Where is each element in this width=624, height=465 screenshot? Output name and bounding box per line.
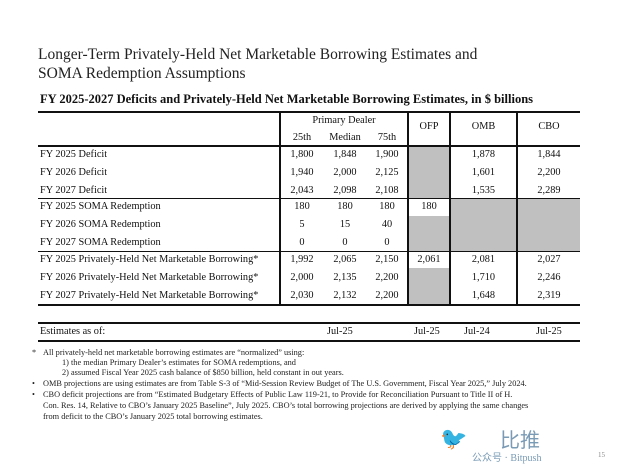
column-divider	[279, 111, 281, 306]
row-label: FY 2027 Privately-Held Net Marketable Bo…	[40, 290, 259, 301]
column-divider	[516, 111, 518, 306]
note-text: 1) the median Primary Dealer’s estimates…	[62, 358, 296, 367]
row-label: FY 2026 SOMA Redemption	[40, 219, 161, 230]
table-cell: 0	[342, 237, 348, 248]
table-cell: 2,132	[333, 290, 357, 301]
rule	[38, 111, 580, 113]
table-cell: 1,848	[333, 149, 357, 160]
note-text: from deficit to the CBO’s January 2025 t…	[43, 412, 263, 421]
table-cell: 5	[299, 219, 305, 230]
table-cell: 40	[381, 219, 393, 230]
column-header: 75th	[377, 132, 397, 143]
column-header: OFP	[419, 121, 439, 132]
table-cell: 2,200	[375, 290, 399, 301]
column-divider	[407, 111, 409, 306]
table-cell: 2,289	[537, 185, 561, 196]
watermark-logo: 比推	[500, 430, 540, 452]
ofp-deficit-shade	[409, 147, 449, 198]
table-cell: 2,319	[537, 290, 561, 301]
rule	[38, 145, 580, 147]
table-cell: 2,200	[375, 272, 399, 283]
table-cell: 2,030	[290, 290, 314, 301]
table-cell: 2,098	[333, 185, 357, 196]
table-cell: 1,844	[537, 149, 561, 160]
estimates-omb: Jul-24	[464, 326, 490, 337]
note-bullet: •	[32, 379, 35, 388]
rule	[38, 322, 580, 324]
column-divider	[449, 111, 451, 306]
column-header: CBO	[538, 121, 560, 132]
table-title: FY 2025-2027 Deficits and Privately-Held…	[40, 92, 534, 106]
estimates-ofp: Jul-25	[414, 326, 440, 337]
table-cell: 1,940	[290, 167, 314, 178]
row-label: FY 2027 SOMA Redemption	[40, 237, 161, 248]
table-cell: 2,000	[333, 167, 357, 178]
row-label: FY 2025 Privately-Held Net Marketable Bo…	[40, 254, 259, 265]
slide-title-line2: SOMA Redemption Assumptions	[38, 65, 246, 82]
rule	[38, 304, 580, 306]
table-cell: 1,900	[375, 149, 399, 160]
rule	[38, 251, 580, 252]
estimates-primary-dealer: Jul-25	[327, 326, 353, 337]
table-cell: 1,800	[290, 149, 314, 160]
ofp-soma-shade	[409, 216, 449, 252]
table-cell: 180	[379, 201, 395, 212]
omb-cbo-soma-shade	[451, 199, 580, 252]
table-cell: 1,878	[471, 149, 496, 160]
watermark-bird-icon: 🐦	[440, 426, 468, 451]
table-cell: 1,601	[471, 167, 496, 178]
table-cell: 1,710	[471, 272, 496, 283]
row-label: FY 2026 Privately-Held Net Marketable Bo…	[40, 272, 259, 283]
note-text: Con. Res. 14, Relative to CBO’s January …	[43, 401, 529, 410]
row-label: FY 2025 Deficit	[40, 149, 108, 160]
table-cell: 2,061	[417, 254, 441, 265]
table-cell: 2,065	[333, 254, 357, 265]
row-label: FY 2026 Deficit	[40, 167, 108, 178]
table-cell: 2,125	[375, 167, 399, 178]
table-cell: 2,081	[471, 254, 496, 265]
row-label: FY 2027 Deficit	[40, 185, 108, 196]
table-cell: 2,000	[290, 272, 314, 283]
table-cell: 1,992	[290, 254, 314, 265]
table-cell: 1,648	[471, 290, 496, 301]
ofp-borrowing-shade	[409, 268, 449, 304]
column-header: Median	[329, 132, 361, 143]
note-text: OMB projections are using estimates are …	[43, 379, 527, 388]
table-cell: 1,535	[471, 185, 496, 196]
watermark-caption: 公众号 · Bitpush	[472, 453, 542, 464]
table-cell: 2,150	[375, 254, 399, 265]
estimates-label: Estimates as of:	[40, 326, 106, 337]
note-text: All privately-held net marketable borrow…	[43, 348, 305, 357]
table-cell: 2,043	[290, 185, 314, 196]
note-bullet: •	[32, 390, 35, 399]
table-cell: 180	[337, 201, 353, 212]
table-cell: 0	[299, 237, 305, 248]
table-cell: 180	[294, 201, 310, 212]
table-cell: 2,200	[537, 167, 561, 178]
table-cell: 15	[339, 219, 351, 230]
note-text: CBO deficit projections are from “Estima…	[43, 390, 513, 399]
table-cell: 2,246	[537, 272, 561, 283]
column-header: OMB	[471, 121, 496, 132]
rule	[38, 198, 580, 199]
column-header: 25th	[292, 132, 312, 143]
table-cell: 2,135	[333, 272, 357, 283]
slide-title-line1: Longer-Term Privately-Held Net Marketabl…	[38, 46, 478, 63]
table-cell: 0	[384, 237, 390, 248]
note-text: 2) assumed Fiscal Year 2025 cash balance…	[62, 368, 344, 377]
table-cell: 180	[421, 201, 437, 212]
primary-dealer-header: Primary Dealer	[312, 115, 376, 126]
rule	[38, 340, 580, 342]
table-cell: 2,027	[537, 254, 561, 265]
table-cell: 2,108	[375, 185, 399, 196]
note-bullet: *	[32, 348, 37, 357]
row-label: FY 2025 SOMA Redemption	[40, 201, 161, 212]
page-number: 15	[598, 451, 605, 459]
estimates-cbo: Jul-25	[536, 326, 562, 337]
